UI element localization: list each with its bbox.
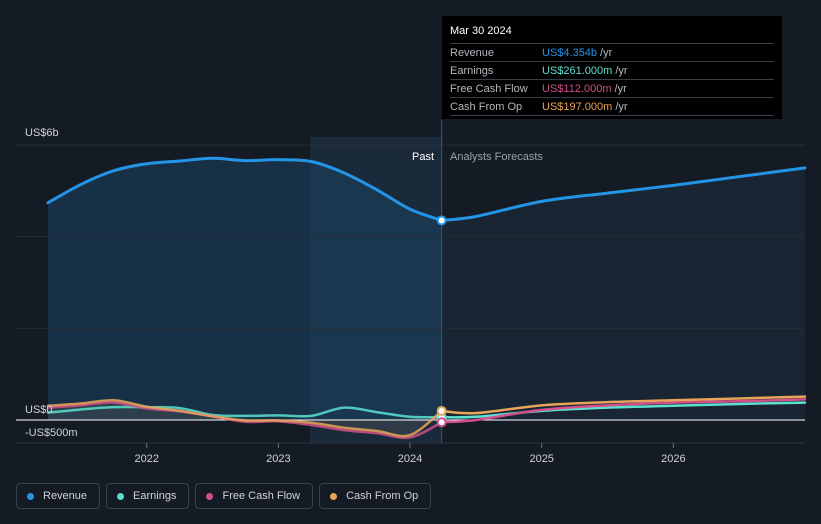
free-cash-flow-line-forecast [440, 398, 807, 424]
revenue-line-forecast [440, 166, 807, 222]
tooltip-row-label: Cash From Op [450, 100, 523, 113]
chart-legend: Revenue Earnings Free Cash Flow Cash From O… [16, 483, 432, 509]
series-lines [46, 156, 807, 440]
cash-from-op-line-forecast [440, 395, 807, 415]
y-axis-bottom-label: -US$500m [25, 427, 78, 439]
legend-item-free-cash-flow[interactable]: Free Cash Flow [195, 483, 314, 509]
tooltip-row: Revenue US$4.354b/yr [450, 43, 774, 61]
x-tick-label: 2024 [398, 453, 422, 465]
tooltip-row-value: US$4.354b [542, 46, 598, 59]
tooltip-row: Free Cash Flow US$112.000m/yr [450, 79, 774, 97]
tooltip-row-value: US$197.000m [542, 100, 613, 113]
y-axis-top-label: US$6b [25, 127, 59, 139]
tooltip-rows: Revenue US$4.354b/yr Earnings US$261.000m/y… [450, 43, 774, 116]
revenue-area [48, 158, 442, 420]
past-label: Past [412, 151, 434, 163]
tooltip-row-label: Revenue [450, 46, 495, 59]
tooltip-row-value: US$112.000m [542, 82, 612, 95]
revenue-marker[interactable] [436, 215, 447, 226]
tooltip-row-unit: /yr [614, 82, 627, 95]
legend-item-cash-from-op[interactable]: Cash From Op [319, 483, 432, 509]
hover-markers[interactable] [436, 215, 447, 428]
free-cash-flow-marker[interactable] [436, 417, 447, 428]
cash-from-op-line-past [46, 398, 443, 438]
legend-dot-icon [117, 492, 125, 500]
y-axis-zero-label: US$0 [25, 404, 53, 416]
hover-tooltip: Mar 30 2024 Revenue US$4.354b/yr Earnings U… [442, 16, 782, 119]
x-tick-label: 2025 [529, 453, 553, 465]
legend-dot-icon [330, 492, 338, 500]
legend-dot-icon [206, 492, 214, 500]
tooltip-date: Mar 30 2024 [450, 25, 512, 37]
tooltip-row-unit: /yr [600, 46, 613, 59]
revenue-forecast-area [441, 167, 805, 420]
tooltip-row-unit: /yr [615, 100, 628, 113]
x-axis-ticks: 2022 2023 2024 2025 2026 [134, 443, 686, 465]
legend-label: Earnings [133, 490, 177, 502]
earnings-line-forecast [440, 401, 807, 419]
revenue-line-past [46, 156, 444, 222]
x-tick-label: 2026 [661, 453, 685, 465]
x-tick-label: 2023 [266, 453, 290, 465]
legend-label: Free Cash Flow [222, 490, 301, 502]
legend-dot-icon [27, 492, 34, 500]
free-cash-flow-line-past [46, 401, 443, 440]
tooltip-row-label: Free Cash Flow [450, 82, 528, 95]
legend-item-earnings[interactable]: Earnings [106, 483, 190, 509]
tooltip-row-unit: /yr [615, 64, 628, 77]
axis-labels: US$6b US$0 -US$500m Past Analysts Foreca… [25, 127, 543, 439]
tooltip-row-label: Earnings [450, 64, 494, 77]
tooltip-row: Earnings US$261.000m/yr [450, 61, 774, 79]
earnings-line-past [46, 405, 443, 419]
legend-item-revenue[interactable]: Revenue [16, 483, 101, 509]
legend-label: Revenue [43, 490, 88, 502]
forecast-label: Analysts Forecasts [450, 151, 543, 163]
cash-from-op-marker[interactable] [436, 405, 447, 416]
x-tick-label: 2022 [134, 453, 158, 465]
chart-background-layer [48, 137, 805, 443]
legend-label: Cash From Op [346, 490, 419, 502]
tooltip-row: Cash From Op US$197.000m/yr [450, 97, 774, 116]
tooltip-row-value: US$261.000m [542, 64, 613, 77]
